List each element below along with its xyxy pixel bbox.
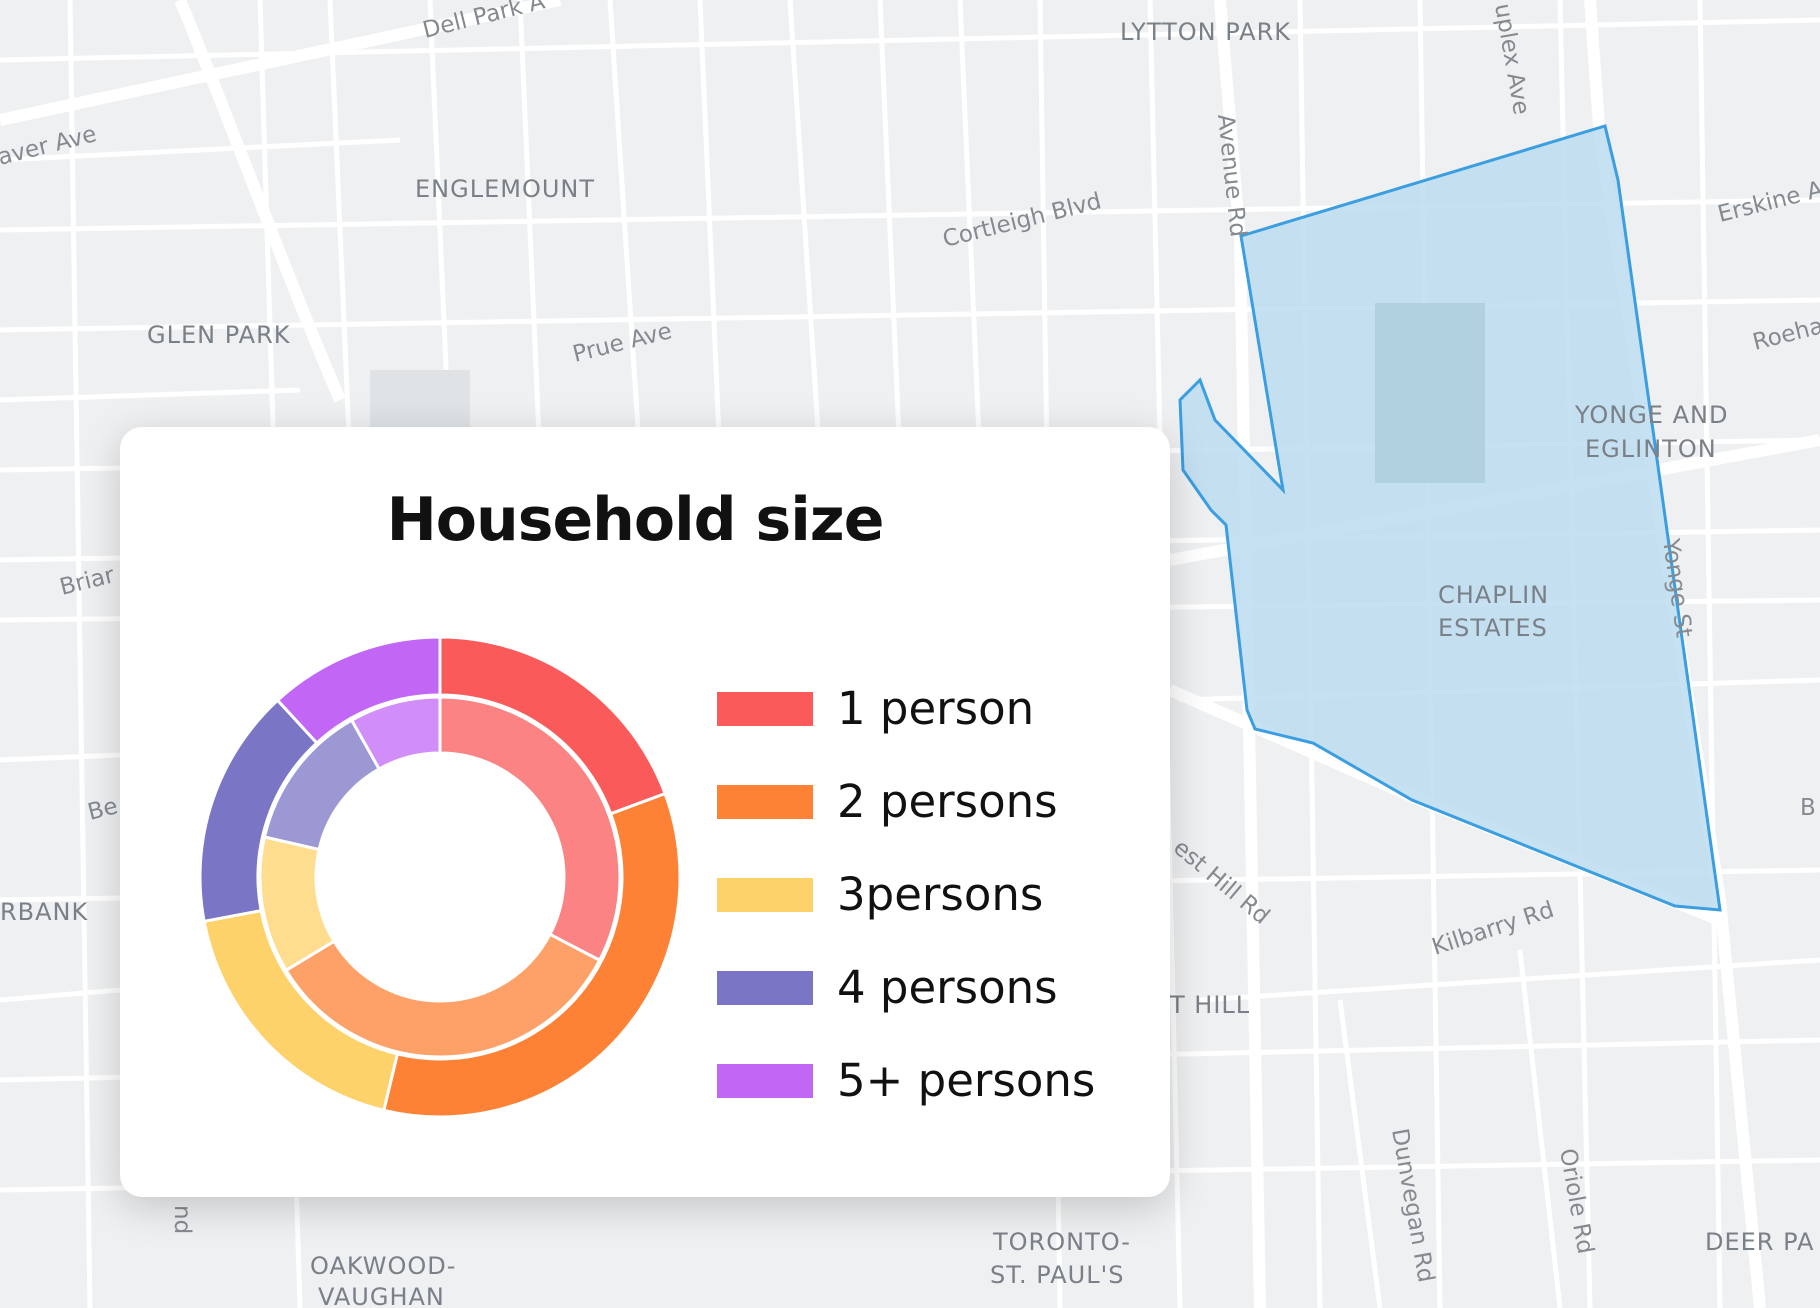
legend-item: 1 person	[717, 662, 1095, 755]
label-t-hill: T HILL	[1169, 991, 1250, 1019]
legend-label: 5+ persons	[837, 1054, 1096, 1107]
label-glen-park: GLEN PARK	[147, 321, 291, 349]
label-rbank: RBANK	[0, 898, 89, 926]
legend-item: 5+ persons	[717, 1034, 1095, 1127]
legend-swatch-2	[717, 784, 813, 819]
legend-swatch-1	[717, 691, 813, 726]
donut-slice-inner-1	[438, 695, 622, 963]
legend-swatch-5	[717, 1063, 813, 1098]
donut-slice-inner-5	[349, 695, 442, 771]
label-eglinton: EGLINTON	[1585, 435, 1717, 463]
neighborhood-labels: LYTTON PARK ENGLEMOUNT GLEN PARK YONGE A…	[0, 18, 1814, 1308]
label-b: B	[1800, 795, 1816, 821]
park-area	[370, 370, 470, 430]
legend-item: 4 persons	[717, 941, 1095, 1034]
household-donut-chart	[198, 635, 682, 1119]
label-estates: ESTATES	[1438, 614, 1548, 642]
legend-swatch-3	[717, 877, 813, 912]
legend-label: 2 persons	[837, 775, 1058, 828]
label-chaplin: CHAPLIN	[1438, 581, 1549, 609]
legend-swatch-4	[717, 970, 813, 1005]
label-yonge-and: YONGE AND	[1574, 401, 1728, 429]
label-englemount: ENGLEMOUNT	[415, 175, 595, 203]
legend-label: 1 person	[837, 682, 1035, 735]
label-oakwood: OAKWOOD-	[310, 1252, 456, 1280]
donut-slice-outer-5	[275, 635, 442, 746]
highlight-region[interactable]	[1178, 124, 1722, 912]
donut-slice-outer-2	[381, 791, 682, 1119]
label-nd: nd	[169, 1205, 195, 1234]
chart-legend: 1 person 2 persons 3persons 4 persons 5+…	[717, 662, 1095, 1127]
label-lytton-park: LYTTON PARK	[1120, 18, 1291, 46]
household-size-card: Household size 1 person 2 persons 3perso…	[120, 427, 1170, 1197]
legend-item: 3persons	[717, 848, 1095, 941]
legend-label: 4 persons	[837, 961, 1058, 1014]
donut-slice-inner-2	[284, 932, 602, 1059]
label-toronto: TORONTO-	[992, 1228, 1131, 1256]
legend-label: 3persons	[837, 868, 1044, 921]
label-deer-park: DEER PA	[1705, 1228, 1814, 1256]
label-vaughan: VAUGHAN	[318, 1283, 445, 1308]
legend-item: 2 persons	[717, 755, 1095, 848]
label-st-pauls: ST. PAUL'S	[990, 1261, 1124, 1289]
chart-title: Household size	[386, 485, 885, 555]
highlight-inner-block	[1375, 303, 1485, 483]
